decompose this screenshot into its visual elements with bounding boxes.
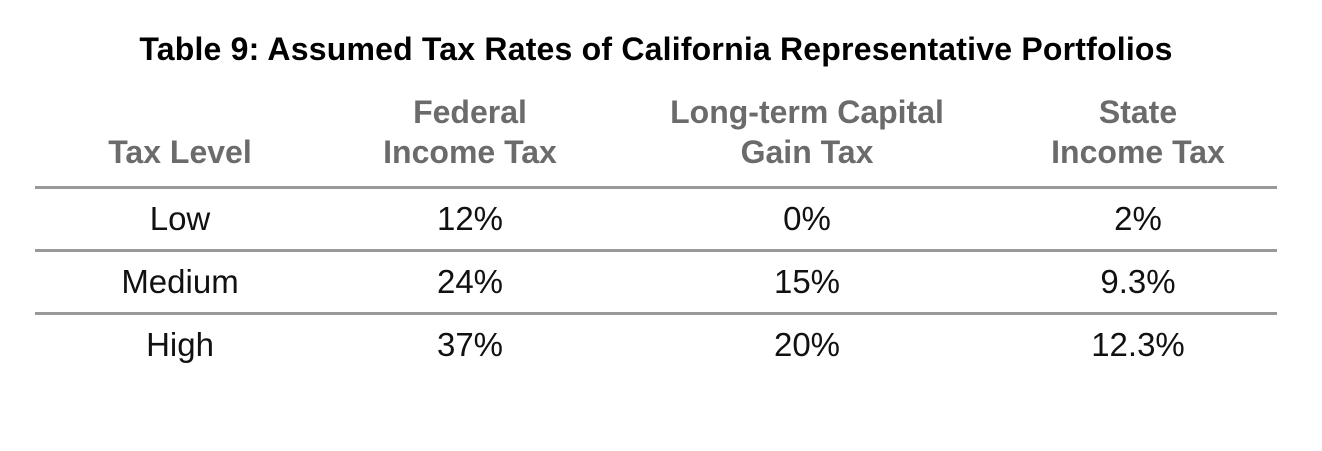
cell-federal-income-tax: 37% [436, 326, 504, 364]
cell-tax-level: Medium [35, 250, 325, 316]
table-row-low: Low 12% 0% 2% [35, 187, 1277, 253]
table-row-medium: Medium 24% 15% 9.3% [35, 250, 1277, 316]
tax-rates-table: Tax Level Federal Income Tax Long-term C… [35, 91, 1277, 376]
column-header-state-income-tax: State Income Tax [999, 91, 1277, 190]
table-title: Table 9: Assumed Tax Rates of California… [139, 31, 1173, 67]
page: Table 9: Assumed Tax Rates of California… [0, 31, 1322, 451]
cell-state-income-tax: 12.3% [1091, 326, 1185, 364]
cell-tax-level: Low [35, 187, 325, 253]
cell-long-term-capital-gain-tax: 15% [615, 250, 999, 316]
cell-long-term-capital-gain-tax: 20% [773, 326, 841, 364]
table-row-high: High 37% 20% 12.3% [35, 314, 1277, 376]
cell-federal-income-tax: 12% [325, 187, 615, 253]
cell-long-term-capital-gain-tax: 0% [615, 187, 999, 253]
column-header-long-term-capital-gain-tax: Long-term Capital Gain Tax [615, 91, 999, 190]
header-row: Tax Level Federal Income Tax Long-term C… [35, 91, 1277, 190]
cell-federal-income-tax: 24% [325, 250, 615, 316]
cell-state-income-tax: 9.3% [999, 250, 1277, 316]
cell-state-income-tax: 2% [999, 187, 1277, 253]
column-header-federal-income-tax: Federal Income Tax [325, 91, 615, 190]
cell-tax-level: High [146, 326, 214, 364]
column-header-tax-level: Tax Level [35, 91, 325, 190]
